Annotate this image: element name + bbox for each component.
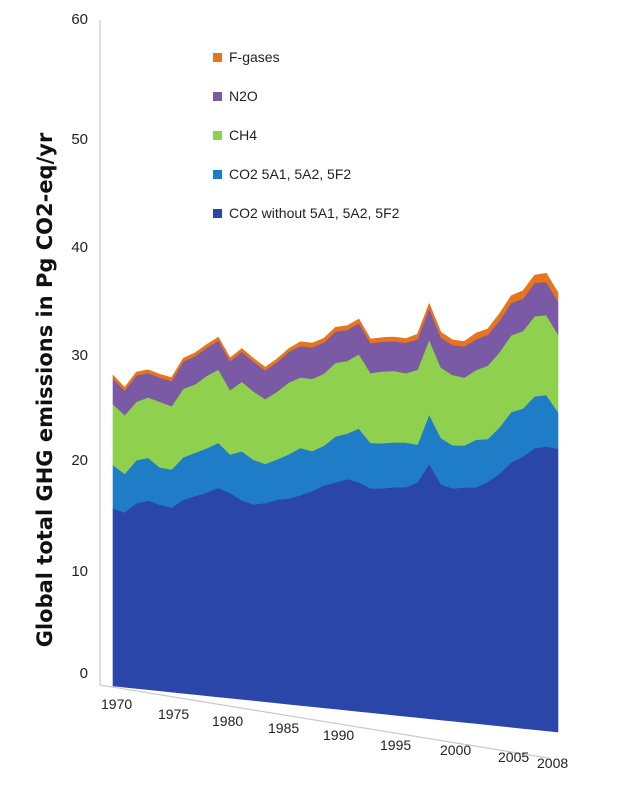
legend-swatch (213, 53, 222, 62)
y-tick-label: 30 (71, 347, 88, 364)
y-tick-label: 10 (71, 563, 88, 580)
series-area-4 (112, 272, 559, 392)
y-tick-label: 20 (71, 452, 88, 469)
legend-label: CO2 without 5A1, 5A2, 5F2 (229, 205, 400, 221)
y-tick-label: 40 (71, 239, 88, 256)
x-tick-label: 1995 (380, 737, 411, 753)
x-tick-labels: 1970 1975 1980 1985 1990 1995 2000 2005 2008 (101, 696, 568, 771)
x-tick-label: 1990 (323, 727, 354, 743)
legend-label: N2O (229, 88, 258, 104)
legend-label: CO2 5A1, 5A2, 5F2 (229, 166, 351, 182)
axis-layer (99, 20, 549, 759)
x-tick-label: 1980 (212, 713, 243, 729)
y-axis-label: Global total GHG emissions in Pg CO2-eq/… (33, 132, 57, 647)
y-tick-label: 0 (80, 665, 88, 682)
legend-swatch (213, 170, 222, 179)
y-tick-label: 50 (71, 131, 88, 148)
x-tick-label: 1970 (101, 696, 132, 712)
x-tick-label: 1985 (268, 720, 299, 736)
y-tick-labels: 0 10 20 30 40 50 60 (71, 11, 88, 682)
legend-swatch (213, 92, 222, 101)
legend: F-gases N2O CH4 CO2 5A1, 5A2, 5F2 CO2 withou… (213, 49, 400, 221)
legend-label: CH4 (229, 127, 257, 143)
x-tick-label: 2005 (498, 749, 529, 765)
legend-swatch (213, 209, 222, 218)
y-tick-label: 60 (71, 11, 88, 28)
legend-label: F-gases (229, 49, 280, 65)
legend-swatch (213, 131, 222, 140)
x-tick-label: 1975 (158, 706, 189, 722)
area-layer (112, 272, 559, 733)
x-axis-line (99, 684, 549, 759)
x-tick-label: 2000 (440, 742, 471, 758)
x-tick-label: 2008 (537, 755, 568, 771)
